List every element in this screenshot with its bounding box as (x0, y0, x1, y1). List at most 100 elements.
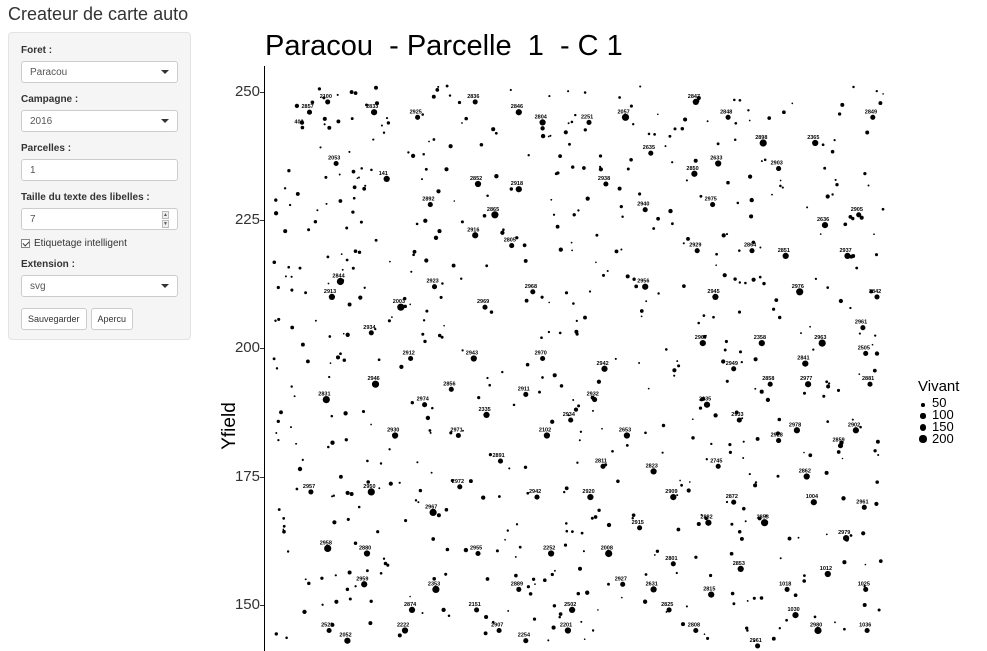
tree-dot (852, 85, 855, 89)
tree-dot (563, 130, 568, 135)
tree-dot (508, 467, 511, 470)
tree-dot (800, 332, 802, 335)
parcelles-input[interactable]: 1 (21, 159, 178, 181)
tree-label: 2252 (543, 546, 555, 552)
tree-dot (575, 332, 579, 336)
tree-dot (747, 109, 750, 112)
tree-dot (330, 622, 335, 627)
tree-dot (558, 154, 563, 159)
tree-label: 2938 (598, 176, 610, 182)
tree-dot (479, 142, 484, 147)
tree-dot (582, 166, 586, 170)
tree-dot (791, 102, 794, 105)
etiquetage-checkbox[interactable] (21, 239, 30, 248)
number-stepper[interactable]: ▲ ▼ (162, 210, 169, 228)
tree-dot (316, 209, 319, 212)
tree-dot (435, 88, 440, 92)
tree-dot (526, 491, 530, 495)
tree-dot (851, 216, 855, 221)
tree-point (547, 550, 555, 557)
tree-point (860, 325, 866, 331)
tree-dot (593, 515, 598, 519)
tree-dot (867, 184, 870, 187)
tree-dot (388, 448, 391, 451)
tree-dot (494, 131, 498, 135)
tree-dot (576, 461, 579, 464)
legend-label: 150 (932, 418, 954, 434)
tree-label: 2849 (865, 109, 877, 115)
tree-dot (540, 336, 543, 340)
stepper-down-icon[interactable]: ▼ (162, 219, 169, 228)
tree-dot (725, 500, 729, 504)
tree-label: 2003 (393, 299, 405, 305)
tree-dot (808, 453, 813, 458)
tree-label: 2636 (817, 217, 829, 223)
tree-dot (583, 128, 587, 132)
tree-dot (673, 374, 676, 377)
tree-dot (382, 557, 386, 560)
tree-dot (378, 487, 381, 490)
extension-select[interactable]: svg (21, 275, 178, 297)
foret-select[interactable]: Paracou (21, 61, 178, 83)
tree-dot (685, 605, 688, 608)
tree-dot (825, 533, 828, 536)
tree-dot (348, 150, 351, 153)
tree-dot (642, 599, 648, 604)
tree-dot (300, 342, 305, 347)
tree-dot (638, 192, 642, 196)
tree-point (523, 638, 529, 644)
tree-label: 2858 (762, 376, 774, 382)
tree-dot (314, 319, 317, 322)
tree-dot (330, 440, 335, 445)
tree-dot (485, 577, 490, 581)
tree-dot (365, 569, 369, 573)
tree-dot (746, 629, 749, 632)
tree-dot (577, 209, 580, 212)
tree-dot (874, 351, 880, 356)
tree-dot (826, 420, 830, 423)
tree-dot (580, 531, 584, 535)
tree-dot (693, 158, 698, 163)
tree-dot (570, 120, 574, 124)
tree-label: 2937 (840, 248, 852, 254)
tree-dot (863, 585, 866, 588)
tree-label: 1012 (820, 566, 832, 572)
tree-point (796, 288, 804, 296)
tree-label: 2889 (511, 581, 523, 587)
tree-dot (357, 505, 361, 509)
tree-dot (841, 496, 846, 501)
tree-dot (656, 216, 660, 221)
stepper-up-icon[interactable]: ▲ (162, 210, 169, 219)
tree-dot (677, 364, 681, 368)
tree-dot (461, 122, 463, 124)
preview-button[interactable]: Apercu (90, 308, 134, 330)
taille-input[interactable]: 7 ▲ ▼ (21, 208, 178, 230)
tree-dot (617, 186, 622, 191)
legend-item: 200 (918, 430, 959, 446)
tree-dot (873, 449, 877, 453)
tree-point (371, 380, 380, 388)
legend-label: 200 (932, 430, 954, 446)
tree-dot (878, 101, 883, 106)
tree-dot (301, 458, 304, 461)
etiquetage-row[interactable]: Etiquetage intelligent (21, 238, 178, 249)
tree-dot (710, 442, 713, 446)
tree-label: 2805 (504, 238, 516, 244)
tree-label: 2833 (366, 104, 378, 110)
tree-label: 2967 (695, 335, 707, 341)
tree-dot (778, 627, 781, 630)
save-button[interactable]: Sauvegarder (21, 308, 87, 330)
tree-dot (483, 631, 488, 636)
tree-dot (350, 117, 354, 121)
tree-point (370, 109, 378, 116)
tree-dot (328, 335, 332, 338)
tree-dot (358, 295, 363, 300)
tree-dot (417, 501, 420, 504)
campagne-select[interactable]: 2016 (21, 110, 178, 132)
tree-dot (282, 517, 286, 520)
tree-dot (323, 123, 326, 126)
tree-dot (334, 599, 339, 604)
tree-dot (497, 495, 501, 498)
tree-dot (748, 119, 751, 122)
tree-label: 2933 (731, 412, 743, 418)
